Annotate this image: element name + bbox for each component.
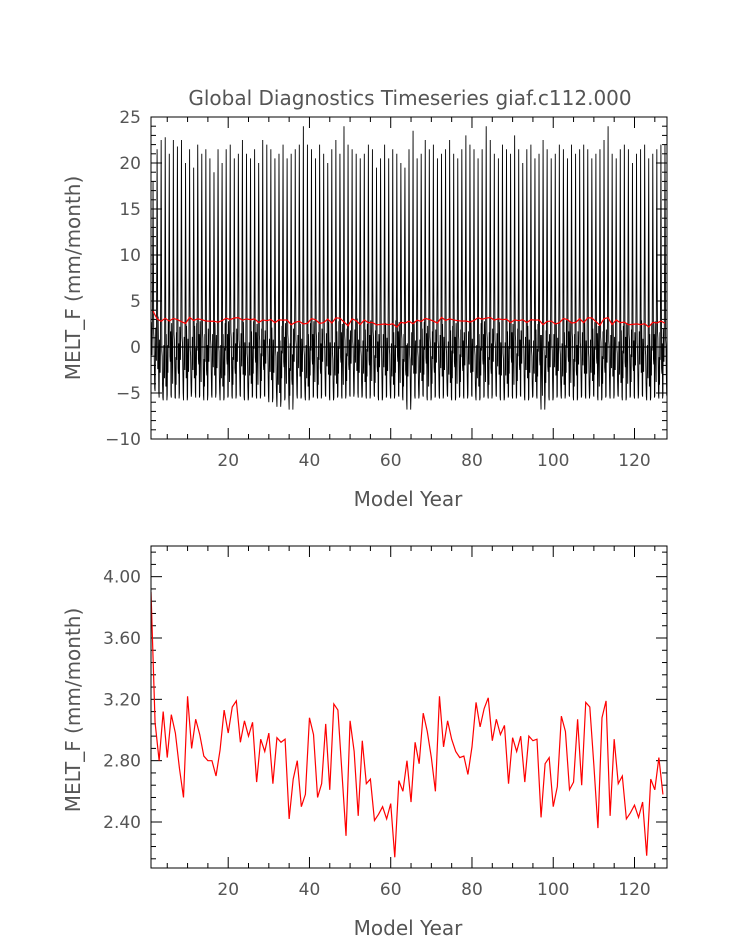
bottom-series-group — [151, 591, 664, 858]
bottom-y-tick-label: 4.00 — [103, 568, 141, 588]
top-y-tick-label: 0 — [130, 338, 141, 358]
top-x-axis-label: Model Year — [354, 487, 464, 511]
bottom-x-tick-label: 60 — [380, 880, 402, 900]
top-x-tick-label: 60 — [380, 451, 402, 471]
bottom-plot-frame — [150, 545, 668, 869]
top-panel: Global Diagnostics Timeseries giaf.c112.… — [61, 86, 668, 511]
top-y-axis-label: MELT_F (mm/month) — [61, 176, 85, 381]
top-y-tick-label: 10 — [119, 246, 141, 266]
top-x-ticks: 20 40 60 80 100 120 — [166, 117, 656, 471]
bottom-y-tick-label: 2.80 — [103, 752, 141, 772]
bottom-x-tick-label: 120 — [618, 880, 650, 900]
top-x-tick-label: 120 — [618, 451, 650, 471]
bottom-x-tick-label: 80 — [461, 880, 483, 900]
bottom-x-ticks: 20 40 60 80 100 120 — [166, 546, 656, 900]
bottom-y-tick-label: 2.40 — [103, 813, 141, 833]
top-x-tick-label: 40 — [299, 451, 321, 471]
bottom-y-ticks: 2.40 2.80 3.20 3.60 4.00 — [103, 551, 667, 860]
top-y-ticks: −10 −5 0 5 10 15 20 25 — [105, 108, 667, 450]
bottom-x-tick-label: 40 — [299, 880, 321, 900]
bottom-x-tick-label: 100 — [537, 880, 569, 900]
top-y-tick-label: 15 — [119, 200, 141, 220]
bottom-y-tick-label: 3.20 — [103, 690, 141, 710]
top-x-tick-label: 20 — [217, 451, 239, 471]
top-y-tick-label: −5 — [116, 384, 141, 404]
top-chart-title: Global Diagnostics Timeseries giaf.c112.… — [188, 86, 631, 110]
top-y-tick-label: 20 — [119, 154, 141, 174]
bottom-panel: Model Year MELT_F (mm/month) 20 40 60 80 100… — [61, 545, 668, 940]
top-y-tick-label: −10 — [105, 430, 141, 450]
top-plot-frame — [150, 116, 668, 440]
top-y-tick-label: 5 — [130, 292, 141, 312]
bottom-x-axis-label: Model Year — [354, 916, 464, 940]
top-x-tick-label: 100 — [537, 451, 569, 471]
bottom-x-tick-label: 20 — [217, 880, 239, 900]
bottom-y-axis-label: MELT_F (mm/month) — [61, 608, 85, 813]
top-annual-mean-line — [152, 310, 666, 328]
top-y-tick-label: 25 — [119, 108, 141, 128]
bottom-y-tick-label: 3.60 — [103, 629, 141, 649]
top-series-group — [151, 126, 667, 410]
bottom-annual-mean-line — [151, 591, 664, 858]
top-monthly-series-line — [151, 126, 667, 410]
top-x-tick-label: 80 — [461, 451, 483, 471]
